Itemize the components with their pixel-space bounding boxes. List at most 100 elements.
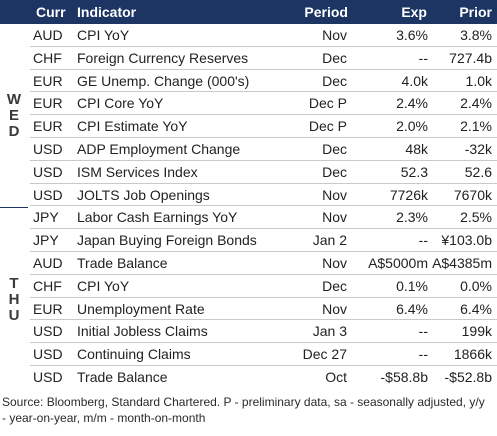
table-row: AUD CPI YoY Nov 3.6% 3.8% [30, 24, 497, 47]
cell-exp: 52.3 [400, 163, 428, 180]
cell-exp: 4.0k [401, 72, 428, 89]
cell-indicator: Japan Buying Foreign Bonds [77, 232, 257, 249]
cell-prior: 1.0k [465, 72, 492, 89]
cell-curr: AUD [33, 27, 63, 43]
cell-curr: USD [33, 346, 63, 363]
cell-prior: A$4385m [432, 254, 492, 271]
cell-exp: 48k [405, 140, 428, 157]
cell-period: Dec [322, 277, 347, 294]
cell-prior: 52.6 [464, 163, 492, 180]
table-row: USD Continuing Claims Dec 27 -- 1866k [30, 343, 497, 366]
cell-period: Jan 3 [312, 323, 347, 340]
table-row: USD ADP Employment Change Dec 48k -32k [30, 138, 497, 161]
cell-curr: USD [33, 163, 63, 180]
cell-indicator: Unemployment Rate [77, 300, 205, 317]
cell-indicator: Trade Balance [77, 254, 168, 271]
cell-period: Dec [322, 163, 347, 180]
cell-curr: JPY [33, 232, 59, 249]
cell-exp: 2.0% [396, 118, 428, 135]
cell-indicator: Continuing Claims [77, 346, 191, 363]
cell-prior: 7670k [453, 186, 492, 203]
cell-exp: -- [418, 49, 428, 66]
cell-prior: 0.0% [460, 277, 492, 294]
cell-exp: 2.4% [396, 95, 428, 112]
table-row: EUR CPI Core YoY Dec P 2.4% 2.4% [30, 92, 497, 116]
cell-curr: USD [33, 323, 63, 340]
cell-prior: 3.8% [460, 27, 492, 43]
cell-curr: JPY [33, 209, 59, 226]
cell-period: Dec 27 [302, 346, 347, 363]
header-exp: Exp [401, 4, 427, 20]
table-row: EUR CPI Estimate YoY Dec P 2.0% 2.1% [30, 115, 497, 138]
cell-prior: 2.4% [460, 95, 492, 112]
cell-curr: EUR [33, 72, 63, 89]
source-footnote: Source: Bloomberg, Standard Chartered. P… [2, 395, 485, 425]
cell-period: Jan 2 [312, 232, 347, 249]
cell-prior: 199k [461, 323, 492, 340]
cell-prior: -32k [464, 140, 492, 157]
cell-indicator: CPI YoY [77, 277, 130, 294]
cell-period: Nov [322, 27, 347, 43]
day-separator [0, 206, 28, 208]
cell-exp: 3.6% [396, 27, 428, 43]
header-prior: Prior [459, 4, 492, 20]
cell-indicator: CPI Estimate YoY [77, 118, 188, 135]
cell-exp: A$5000m [368, 254, 428, 271]
cell-prior: 2.5% [460, 209, 492, 226]
cell-prior: 6.4% [460, 300, 492, 317]
cell-indicator: Initial Jobless Claims [77, 323, 208, 340]
cell-period: Nov [322, 300, 347, 317]
cell-period: Dec [322, 140, 347, 157]
cell-indicator: JOLTS Job Openings [77, 186, 210, 203]
table-row: EUR GE Unemp. Change (000's) Dec 4.0k 1.0k [30, 70, 497, 93]
cell-curr: EUR [33, 95, 63, 112]
table-row: USD Trade Balance Oct -$58.8b -$52.8b [30, 366, 497, 389]
cell-prior: 2.1% [460, 118, 492, 135]
cell-curr: EUR [33, 300, 63, 317]
table-row: CHF Foreign Currency Reserves Dec -- 727.4b [30, 47, 497, 70]
table-row: USD JOLTS Job Openings Nov 7726k 7670k [30, 184, 497, 207]
table-row: CHF CPI YoY Dec 0.1% 0.0% [30, 275, 497, 298]
cell-period: Dec [322, 49, 347, 66]
table-row: JPY Labor Cash Earnings YoY Nov 2.3% 2.5% [30, 206, 497, 230]
cell-indicator: CPI YoY [77, 27, 130, 43]
cell-curr: USD [33, 368, 63, 385]
table-row: EUR Unemployment Rate Nov 6.4% 6.4% [30, 298, 497, 321]
cell-exp: 6.4% [396, 300, 428, 317]
cell-exp: 0.1% [396, 277, 428, 294]
cell-indicator: CPI Core YoY [77, 95, 164, 112]
table-body: AUD CPI YoY Nov 3.6% 3.8% CHF Foreign Currency… [30, 24, 497, 389]
cell-prior: ¥103.0b [441, 232, 492, 249]
cell-curr: USD [33, 186, 63, 203]
header-curr: Curr [36, 4, 66, 20]
cell-indicator: ADP Employment Change [77, 140, 241, 157]
header-indicator: Indicator [77, 4, 137, 20]
cell-curr: USD [33, 140, 63, 157]
table-row: AUD Trade Balance Nov A$5000m A$4385m [30, 252, 497, 275]
cell-exp: 2.3% [396, 209, 428, 226]
cell-curr: CHF [33, 49, 62, 66]
cell-indicator: Foreign Currency Reserves [77, 49, 249, 66]
cell-prior: 727.4b [449, 49, 492, 66]
cell-indicator: Trade Balance [77, 368, 168, 385]
cell-curr: AUD [33, 254, 63, 271]
cell-indicator: ISM Services Index [77, 163, 198, 180]
cell-indicator: Labor Cash Earnings YoY [77, 209, 238, 226]
table-row: USD ISM Services Index Dec 52.3 52.6 [30, 161, 497, 184]
cell-curr: EUR [33, 118, 63, 135]
table-row: USD Initial Jobless Claims Jan 3 -- 199k [30, 320, 497, 344]
cell-period: Dec [322, 72, 347, 89]
cell-exp: 7726k [389, 186, 428, 203]
cell-period: Dec P [308, 95, 347, 112]
header-period: Period [304, 4, 348, 20]
cell-period: Oct [325, 368, 347, 385]
cell-exp: -- [418, 346, 428, 363]
table-row: JPY Japan Buying Foreign Bonds Jan 2 -- ¥103… [30, 229, 497, 252]
cell-period: Dec P [308, 118, 347, 135]
cell-period: Nov [322, 186, 347, 203]
